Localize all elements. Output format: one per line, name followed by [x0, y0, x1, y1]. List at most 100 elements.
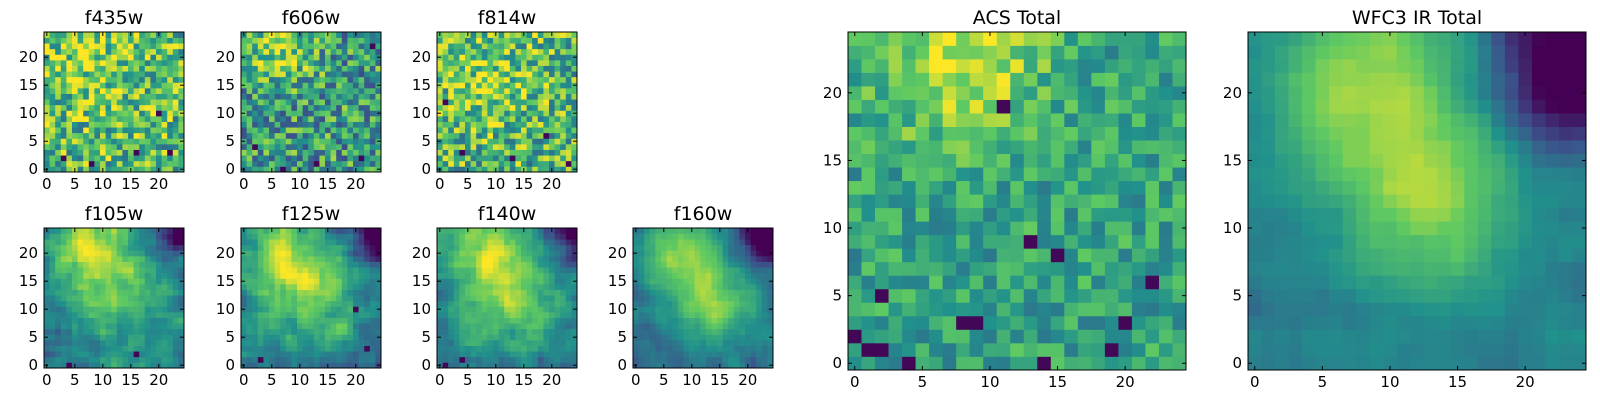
heatmap-cell — [66, 300, 73, 307]
heatmap-cell — [711, 228, 718, 234]
heatmap-cell — [94, 272, 101, 279]
heatmap-cell — [252, 351, 259, 358]
heatmap-cell — [504, 362, 511, 369]
heatmap-cell — [504, 278, 511, 285]
heatmap-cell — [364, 144, 371, 150]
heatmap-cell — [88, 317, 95, 324]
heatmap-cell — [144, 334, 151, 341]
heatmap-cell — [498, 340, 505, 346]
heatmap-cell — [543, 132, 550, 139]
heatmap-cell — [644, 351, 651, 358]
heatmap-cell — [150, 116, 157, 122]
heatmap-cell — [689, 323, 695, 330]
heatmap-cell — [88, 32, 95, 38]
heatmap-cell — [66, 37, 73, 44]
heatmap-cell — [683, 239, 690, 246]
heatmap-cell — [111, 82, 118, 89]
heatmap-cell — [1145, 288, 1160, 303]
heatmap-cell — [521, 345, 527, 352]
heatmap-cell — [94, 256, 101, 262]
heatmap-cell — [437, 160, 443, 167]
heatmap-cell — [633, 328, 639, 335]
heatmap-cell — [77, 312, 84, 318]
heatmap-cell — [94, 60, 101, 66]
heatmap-cell — [364, 127, 371, 134]
heatmap-cell — [767, 228, 774, 234]
heatmap-cell — [915, 261, 930, 276]
heatmap-cell — [252, 149, 259, 156]
heatmap-cell — [116, 65, 123, 72]
heatmap-cell — [319, 345, 326, 352]
heatmap-cell — [487, 121, 494, 128]
heatmap-cell — [515, 289, 522, 296]
heatmap-cell — [375, 256, 382, 262]
heatmap-cell — [498, 71, 505, 78]
heatmap-cell — [532, 289, 539, 296]
heatmap-cell — [241, 323, 247, 330]
heatmap-cell — [369, 284, 376, 290]
heatmap-cell — [263, 104, 270, 111]
heatmap-cell — [274, 71, 281, 78]
heatmap-cell — [498, 132, 505, 139]
heatmap-cell — [66, 149, 73, 156]
heatmap-cell — [481, 278, 488, 285]
heatmap-cell — [66, 155, 73, 162]
heatmap-cell — [739, 334, 746, 341]
heatmap-cell — [1077, 207, 1092, 222]
heatmap-cell — [526, 267, 533, 274]
heatmap-cell — [66, 312, 73, 318]
heatmap-cell — [285, 37, 292, 44]
heatmap-cell — [459, 65, 466, 72]
heatmap-cell — [638, 356, 645, 363]
heatmap-cell — [470, 149, 477, 156]
heatmap-cell — [756, 323, 763, 330]
heatmap-cell — [83, 334, 90, 341]
heatmap-cell — [565, 54, 572, 61]
heatmap-cell — [554, 37, 561, 44]
heatmap-cell — [487, 345, 494, 352]
heatmap-cell — [689, 272, 695, 279]
heatmap-cell — [537, 328, 544, 335]
heatmap-cell — [94, 233, 101, 240]
heatmap-cell — [358, 239, 365, 246]
heatmap-cell — [364, 289, 371, 296]
heatmap-cell — [88, 48, 95, 55]
heatmap-cell — [111, 228, 118, 234]
heatmap-cell — [996, 221, 1011, 236]
heatmap-cell — [128, 160, 134, 167]
heatmap-cell — [330, 121, 337, 128]
heatmap-cell — [319, 65, 326, 72]
heatmap-cell — [133, 256, 140, 262]
heatmap-cell — [543, 345, 550, 352]
heatmap-cell — [761, 317, 768, 324]
heatmap-cell — [487, 340, 494, 346]
heatmap-cell — [848, 275, 862, 290]
heatmap-cell — [66, 166, 73, 173]
heatmap-cell — [549, 317, 555, 324]
heatmap-cell — [49, 149, 56, 156]
heatmap-cell — [493, 160, 499, 167]
heatmap-cell — [257, 82, 264, 89]
heatmap-cell — [72, 328, 78, 335]
heatmap-cell — [683, 267, 690, 274]
heatmap-cell — [308, 127, 315, 134]
heatmap-cell — [453, 351, 460, 358]
heatmap-cell — [537, 37, 544, 44]
heatmap-cell — [263, 228, 270, 234]
heatmap-cell — [504, 166, 511, 173]
heatmap-cell — [72, 37, 78, 44]
heatmap-cell — [144, 295, 151, 302]
heatmap-cell — [358, 65, 365, 72]
heatmap-cell — [122, 334, 129, 341]
heatmap-cell — [655, 345, 662, 352]
x-tick-label: 5 — [463, 371, 473, 389]
heatmap-cell — [543, 110, 550, 117]
heatmap-cell — [437, 71, 443, 78]
heatmap-cell — [442, 228, 449, 234]
heatmap-cell — [705, 362, 712, 369]
heatmap-cell — [325, 37, 331, 44]
heatmap-cell — [543, 71, 550, 78]
heatmap-cell — [246, 345, 253, 352]
heatmap-cell — [1064, 153, 1079, 168]
heatmap-cell — [167, 351, 174, 358]
